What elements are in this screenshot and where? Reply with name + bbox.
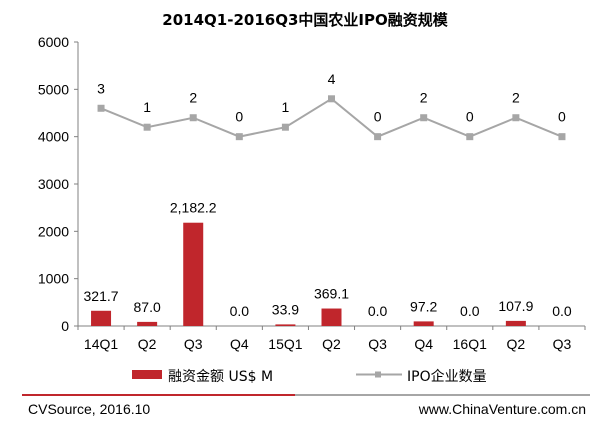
x-tick-label: Q2 <box>507 336 526 352</box>
line-data-label: 2 <box>420 90 428 106</box>
website-text: www.ChinaVenture.com.cn <box>418 401 586 417</box>
bar-data-label: 97.2 <box>410 298 437 314</box>
line-marker <box>420 114 428 122</box>
line-marker <box>466 133 474 141</box>
line-data-label: 0 <box>466 109 474 125</box>
x-tick-label: Q2 <box>138 336 157 352</box>
bar <box>275 324 296 326</box>
y-tick-label: 0 <box>61 318 69 334</box>
bar <box>321 308 342 326</box>
line-marker <box>143 123 151 131</box>
bar-data-label: 0.0 <box>230 303 250 319</box>
bar-data-label: 0.0 <box>368 303 388 319</box>
bar <box>183 222 204 326</box>
x-tick-label: Q2 <box>322 336 341 352</box>
line-series <box>97 95 566 141</box>
y-tick-label: 4000 <box>38 129 69 145</box>
x-tick-label: Q3 <box>184 336 203 352</box>
legend: 融资金额 US$ M IPO企业数量 <box>132 368 487 385</box>
footer: CVSource, 2016.10 www.ChinaVenture.com.c… <box>22 394 590 417</box>
bar-data-label: 33.9 <box>272 301 299 317</box>
bar-data-label: 2,182.2 <box>170 200 217 216</box>
legend-swatch-marker <box>375 371 381 378</box>
bar <box>137 321 158 326</box>
line-marker <box>328 95 335 103</box>
x-tick-label: 16Q1 <box>453 336 487 352</box>
bar <box>505 320 526 326</box>
line-data-label: 1 <box>282 99 290 115</box>
x-tick-label: 14Q1 <box>84 336 118 352</box>
line-marker <box>374 133 382 141</box>
legend-label-line: IPO企业数量 <box>407 368 487 385</box>
line-data-label: 4 <box>328 71 336 87</box>
x-tick-label: Q3 <box>553 336 572 352</box>
legend-swatch-bar <box>132 370 162 379</box>
line-data-label: 1 <box>143 99 151 115</box>
source-text: CVSource, 2016.10 <box>28 401 150 417</box>
line-marker <box>281 123 289 131</box>
y-tick-label: 5000 <box>38 81 69 97</box>
series-line <box>100 97 563 138</box>
y-tick-label: 6000 <box>38 34 69 50</box>
x-tick-label: Q3 <box>368 336 387 352</box>
bar-data-label: 0.0 <box>552 303 572 319</box>
bar <box>413 321 434 326</box>
bar-series <box>91 222 526 326</box>
chart-title: 2014Q1-2016Q3中国农业IPO融资规模 <box>162 11 448 29</box>
y-tick-label: 1000 <box>38 271 69 287</box>
line-data-label: 2 <box>189 90 197 106</box>
bar <box>91 310 112 326</box>
line-data-label: 0 <box>558 109 566 125</box>
bar-data-label: 369.1 <box>314 286 349 302</box>
bar-data-label: 107.9 <box>498 298 533 314</box>
line-data-label: 2 <box>512 90 520 106</box>
x-tick-label: Q4 <box>230 336 249 352</box>
line-marker <box>235 133 243 141</box>
x-tick-label: 15Q1 <box>268 336 302 352</box>
legend-label-bar: 融资金额 US$ M <box>168 369 273 385</box>
line-marker <box>189 114 197 122</box>
y-tick-label: 3000 <box>38 176 69 192</box>
line-data-label: 3 <box>97 80 105 96</box>
line-data-label: 0 <box>374 109 382 125</box>
line-marker <box>97 104 105 112</box>
bar-data-label: 87.0 <box>134 299 161 315</box>
y-tick-label: 2000 <box>38 223 69 239</box>
line-marker <box>558 133 566 141</box>
bar-data-label: 321.7 <box>84 288 119 304</box>
bar-data-label: 0.0 <box>460 303 480 319</box>
x-tick-label: Q4 <box>414 336 433 352</box>
line-marker <box>512 114 520 122</box>
line-data-label: 0 <box>235 109 243 125</box>
